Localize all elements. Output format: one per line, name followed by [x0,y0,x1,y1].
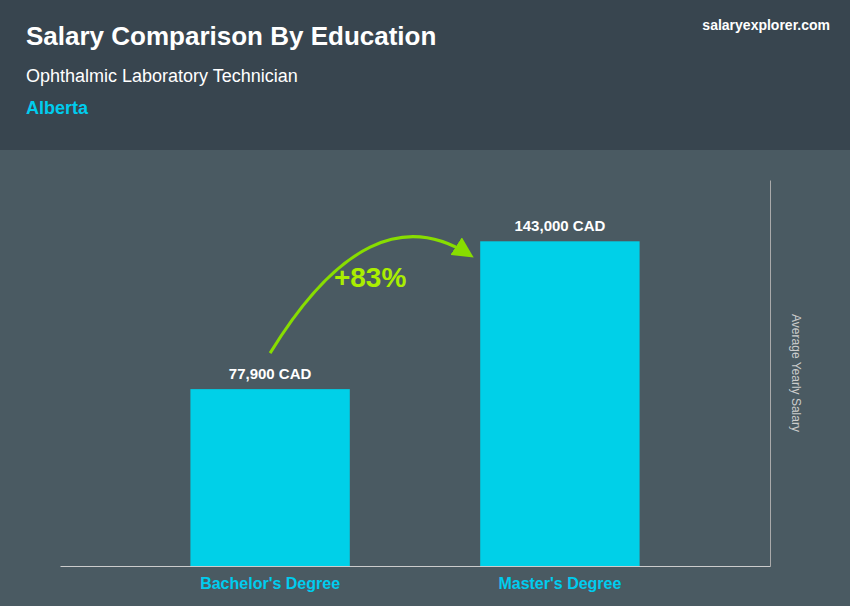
bars [190,241,639,566]
background [0,0,850,606]
data-labels: 77,900 CAD 143,000 CAD [229,217,606,382]
subtitle: Ophthalmic Laboratory Technician [26,66,298,86]
x-axis-line [61,566,771,567]
chart: Salary Comparison By Education Ophthalmic… [0,0,850,606]
x-tick: Bachelor's Degree [200,566,340,592]
plot: 77,900 CAD 143,000 CAD Bachelor's Degree Ma… [61,181,771,593]
bar [480,241,639,566]
x-tick-label: Master's Degree [498,575,621,592]
site: salaryexplorer.com [702,17,830,33]
bar [190,389,349,566]
location: Alberta [26,98,89,118]
data-label: 143,000 CAD [514,217,605,234]
x-axis: Bachelor's Degree Master's Degree [61,566,771,592]
y-axis [770,181,771,567]
y-axis-line [770,181,771,567]
title: Salary Comparison By Education [26,21,436,51]
x-tick: Master's Degree [498,566,621,592]
data-label: 77,900 CAD [229,365,312,382]
pct-change: +83% [334,262,406,293]
header-band [0,0,850,150]
x-tick-label: Bachelor's Degree [200,575,340,592]
y-axis-title: Average Yearly Salary [789,314,803,432]
change-arrow [270,237,470,353]
